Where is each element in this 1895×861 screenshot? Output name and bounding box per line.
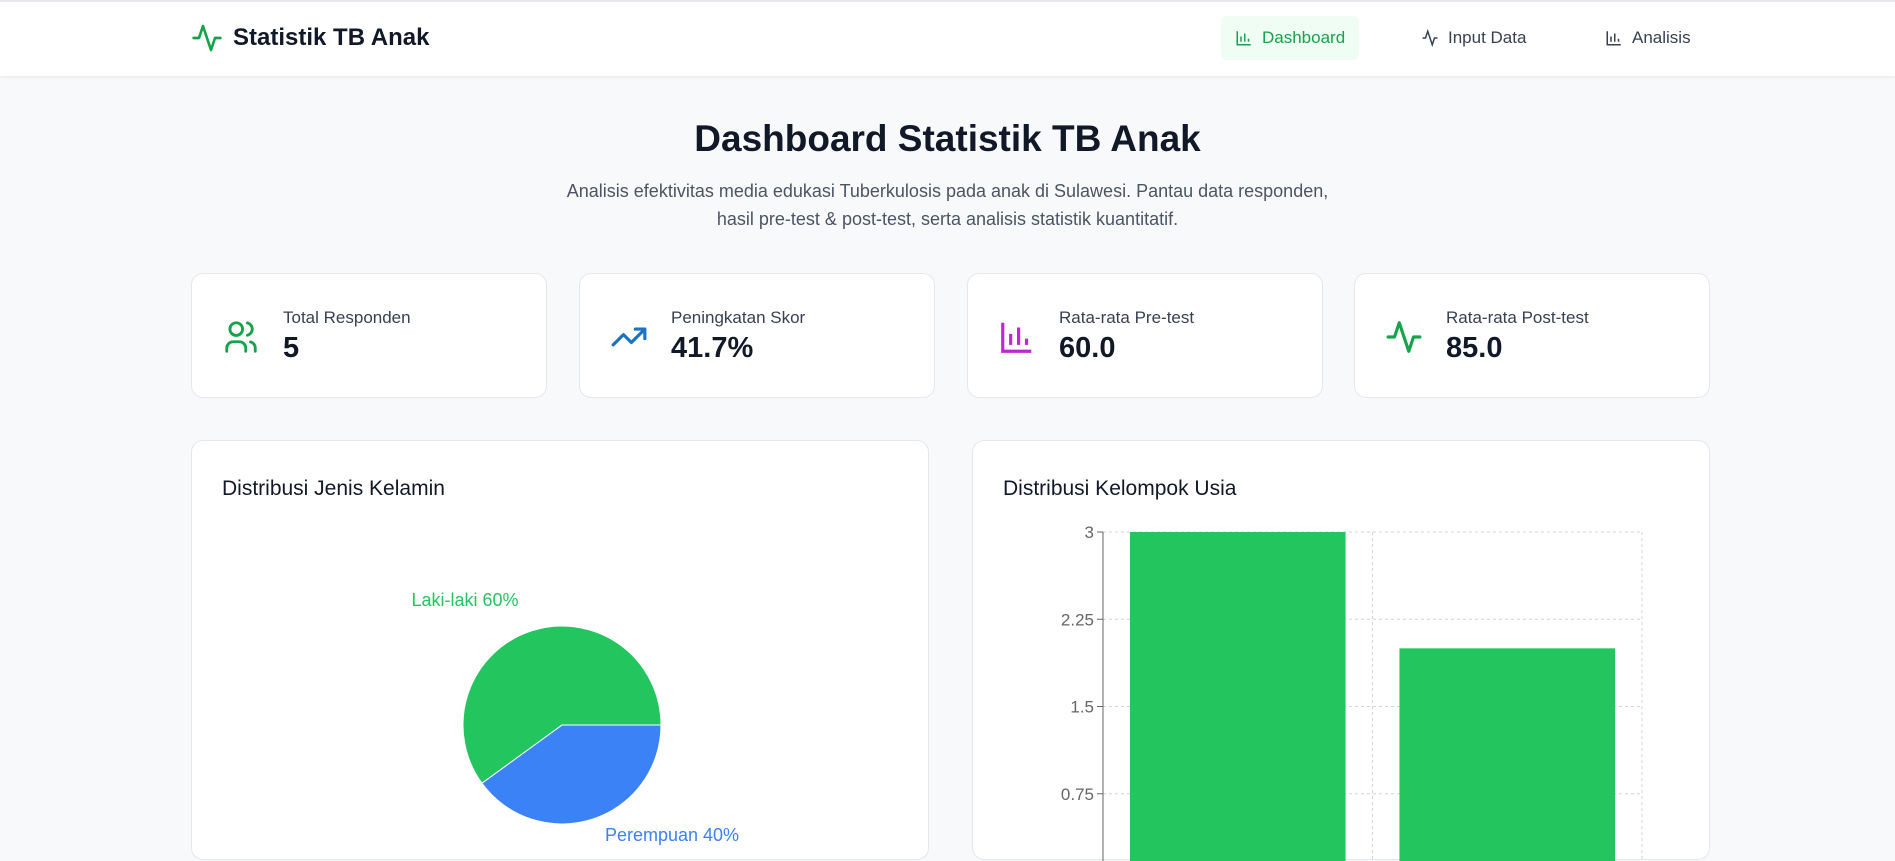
stat-label: Peningkatan Skor <box>671 308 806 327</box>
nav-dashboard[interactable]: Dashboard <box>1221 16 1360 60</box>
nav-analisis[interactable]: Analisis <box>1591 16 1705 60</box>
pie-slice-laki-laki[interactable] <box>462 625 662 784</box>
page-title: Dashboard Statistik TB Anak <box>694 118 1201 159</box>
chart-title: Distribusi Kelompok Usia <box>1003 477 1237 500</box>
stat-label: Total Responden <box>283 308 411 327</box>
stat-value: 5 <box>283 332 300 364</box>
nav-input-data[interactable]: Input Data <box>1407 16 1540 60</box>
bar-chart-icon <box>1236 31 1251 46</box>
stat-value: 41.7% <box>671 332 754 364</box>
bar-chart-icon <box>1001 322 1032 353</box>
subtitle-line: hasil pre-test & post-test, serta analis… <box>716 209 1179 229</box>
bar[interactable] <box>1399 648 1616 861</box>
pie-chart: Laki-laki 60% Perempuan 40% <box>411 590 739 845</box>
bar-chart-icon <box>1606 31 1621 46</box>
chart-title: Distribusi Jenis Kelamin <box>222 477 445 500</box>
trending-up-icon <box>611 327 647 347</box>
pie-slice-perempuan[interactable] <box>481 724 662 825</box>
subtitle-line: Analisis efektivitas media edukasi Tuber… <box>566 181 1329 201</box>
pie-label-laki-laki: Laki-laki 60% <box>411 590 518 610</box>
stat-value: 85.0 <box>1446 332 1503 364</box>
activity-icon <box>1386 321 1422 353</box>
y-tick-label: 0.75 <box>1061 785 1094 804</box>
gender-chart-card: Distribusi Jenis Kelamin Laki-laki 60% P… <box>191 440 929 860</box>
top-navbar: Statistik TB Anak Dashboard Input Data A… <box>0 0 1895 76</box>
bar-chart: 0.75 1.5 2.25 3 <box>1061 523 1643 861</box>
page-subtitle: Analisis efektivitas media edukasi Tuber… <box>0 177 1895 233</box>
y-tick-label: 2.25 <box>1061 610 1094 629</box>
y-tick-label: 3 <box>1085 523 1094 542</box>
users-icon <box>225 321 257 353</box>
activity-icon <box>1422 29 1438 47</box>
nav-label: Dashboard <box>1262 28 1346 47</box>
bar[interactable] <box>1129 532 1346 861</box>
activity-icon <box>192 24 222 52</box>
stat-card-posttest: Rata-rata Post-test 85.0 <box>1354 273 1710 398</box>
stat-label: Rata-rata Post-test <box>1446 308 1589 327</box>
app-logo[interactable]: Statistik TB Anak <box>191 22 430 54</box>
age-chart-card: Distribusi Kelompok Usia 0.75 1.5 2.25 3 <box>972 440 1710 861</box>
y-tick-label: 1.5 <box>1070 698 1094 717</box>
stat-card-total-responden: Total Responden 5 <box>191 273 547 398</box>
stat-card-peningkatan-skor: Peningkatan Skor 41.7% <box>579 273 935 398</box>
pie-label-perempuan: Perempuan 40% <box>605 825 739 845</box>
stat-card-pretest: Rata-rata Pre-test 60.0 <box>967 273 1323 398</box>
stat-value: 60.0 <box>1059 332 1116 364</box>
app-title: Statistik TB Anak <box>233 24 430 51</box>
nav-label: Analisis <box>1632 28 1691 47</box>
stat-label: Rata-rata Pre-test <box>1059 308 1195 327</box>
nav-label: Input Data <box>1448 28 1527 47</box>
